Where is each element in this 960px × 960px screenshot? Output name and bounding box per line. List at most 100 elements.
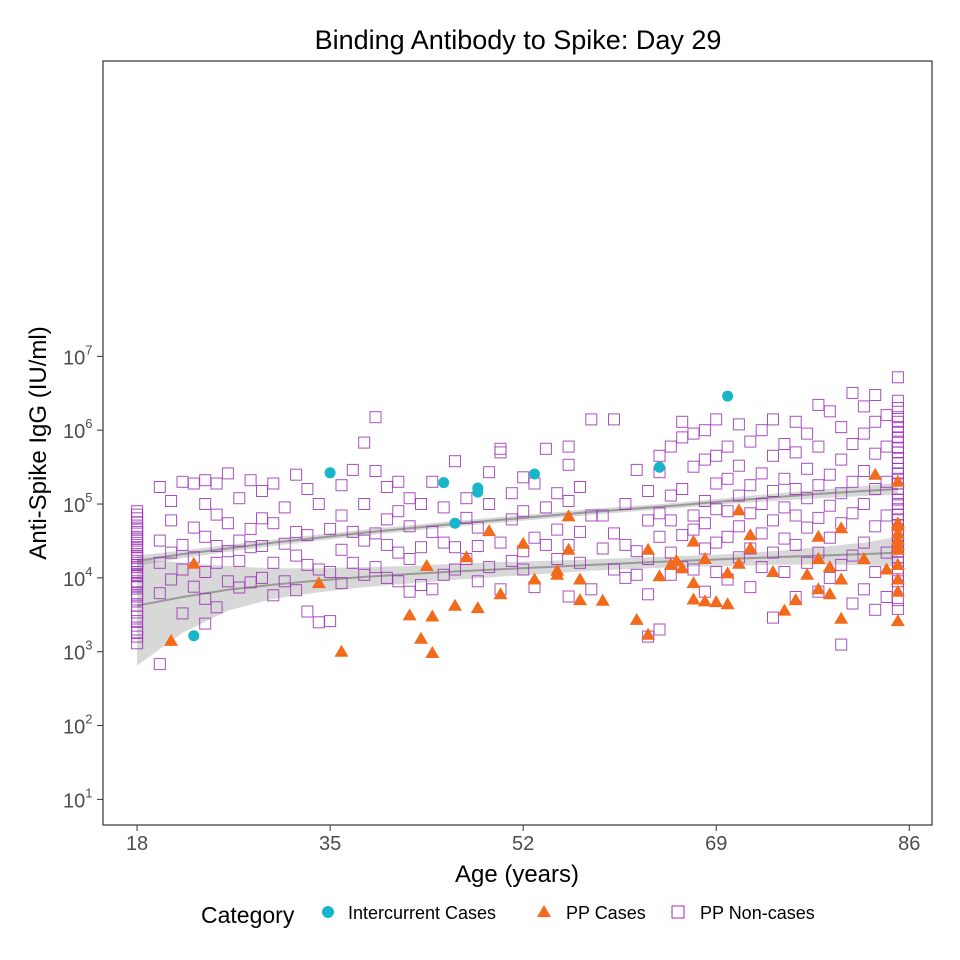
pp-noncase-point bbox=[823, 405, 836, 418]
pp-case-point bbox=[311, 576, 326, 589]
pp-case-point bbox=[890, 584, 905, 597]
pp-noncase-point bbox=[267, 556, 280, 569]
pp-case-point bbox=[425, 646, 440, 658]
pp-noncase-point bbox=[244, 474, 257, 487]
pp-noncase-point bbox=[891, 402, 904, 414]
pp-noncase-point bbox=[483, 498, 496, 510]
pp-case-point bbox=[834, 611, 849, 624]
x-tick-label: 35 bbox=[319, 833, 341, 855]
pp-case-point bbox=[419, 559, 434, 571]
intercurrent-case-point bbox=[472, 486, 484, 498]
x-tick-label: 69 bbox=[705, 833, 727, 855]
pp-noncase-point bbox=[857, 536, 870, 549]
pp-noncase-point bbox=[165, 514, 178, 527]
pp-noncase-point bbox=[131, 637, 144, 650]
y-tick-label: 102 bbox=[63, 712, 92, 739]
pp-noncase-point bbox=[891, 394, 904, 407]
pp-case-point bbox=[334, 644, 349, 657]
confidence-band-1 bbox=[137, 536, 898, 666]
pp-noncase-point bbox=[335, 509, 348, 522]
pp-case-point bbox=[879, 562, 894, 575]
pp-noncase-point bbox=[835, 421, 848, 434]
pp-noncase-point bbox=[755, 561, 768, 574]
pp-noncase-point bbox=[369, 411, 382, 424]
pp-case-point bbox=[414, 631, 428, 644]
pp-noncase-point bbox=[131, 523, 144, 536]
pp-noncase-point bbox=[630, 463, 643, 476]
pp-noncase-point bbox=[710, 566, 723, 578]
pp-noncase-point bbox=[789, 538, 802, 551]
pp-noncase-point bbox=[744, 581, 757, 594]
pp-noncase-point bbox=[846, 438, 859, 450]
pp-noncase-point bbox=[869, 520, 882, 533]
legend-key-pp-noncases bbox=[671, 905, 685, 919]
pp-noncase-point bbox=[812, 479, 825, 492]
pp-noncase-point bbox=[460, 492, 473, 505]
pp-case-point bbox=[731, 556, 746, 569]
pp-noncase-point bbox=[574, 481, 586, 493]
y-tick-label: 105 bbox=[63, 490, 92, 517]
pp-noncase-point bbox=[812, 398, 825, 411]
pp-noncase-point bbox=[131, 532, 144, 545]
pp-noncase-point bbox=[869, 603, 882, 616]
pp-noncase-point bbox=[778, 501, 791, 514]
intercurrent-case-point bbox=[654, 461, 665, 473]
pp-noncase-point bbox=[324, 522, 337, 535]
pp-case-point bbox=[402, 608, 417, 621]
pp-noncase-point bbox=[233, 492, 246, 505]
pp-noncase-point bbox=[835, 558, 848, 571]
pp-noncase-point bbox=[369, 561, 382, 574]
pp-noncase-point bbox=[199, 617, 212, 630]
pp-noncase-point bbox=[835, 487, 848, 500]
pp-noncase-point bbox=[301, 529, 314, 542]
pp-case-point bbox=[448, 598, 462, 611]
x-tick-label: 52 bbox=[512, 833, 534, 855]
pp-noncase-point bbox=[642, 485, 655, 497]
pp-noncase-point bbox=[653, 449, 666, 462]
pp-noncase-point bbox=[403, 553, 416, 565]
pp-case-point bbox=[811, 552, 826, 564]
legend: Category Intercurrent Cases PP Cases PP … bbox=[201, 902, 815, 928]
intercurrent-case-point bbox=[188, 630, 200, 642]
pp-noncase-point bbox=[562, 458, 575, 471]
pp-case-point bbox=[890, 614, 905, 627]
pp-noncase-point bbox=[778, 438, 791, 450]
pp-noncase-point bbox=[767, 611, 779, 624]
x-axis: 18 35 52 69 86 bbox=[126, 825, 920, 855]
pp-noncase-point bbox=[789, 446, 802, 459]
pp-noncase-point bbox=[312, 498, 325, 510]
smooth-lines bbox=[136, 488, 898, 607]
pp-case-point bbox=[482, 524, 497, 537]
pp-noncase-point bbox=[483, 561, 496, 574]
pp-noncase-point bbox=[551, 487, 564, 500]
pp-noncase-point bbox=[574, 556, 586, 569]
pp-noncase-point bbox=[392, 575, 405, 588]
pp-noncase-point bbox=[891, 371, 904, 384]
pp-case-point bbox=[822, 587, 837, 600]
pp-noncase-point bbox=[426, 583, 439, 596]
pp-noncase-point bbox=[131, 505, 144, 518]
pp-noncase-point bbox=[346, 463, 359, 476]
pp-noncase-point bbox=[755, 467, 768, 480]
pp-noncase-point bbox=[619, 538, 632, 551]
pp-noncase-point bbox=[642, 514, 655, 527]
pp-noncase-point bbox=[494, 442, 507, 455]
pp-case-point bbox=[811, 582, 826, 595]
pp-noncase-point bbox=[732, 418, 745, 431]
pp-case-point bbox=[652, 569, 667, 582]
pp-noncase-point bbox=[358, 534, 371, 547]
pp-noncase-point bbox=[619, 498, 632, 510]
pp-noncase-point bbox=[187, 580, 200, 593]
pp-noncase-point bbox=[778, 566, 791, 578]
pp-noncase-point bbox=[131, 577, 144, 590]
pp-case-point bbox=[834, 572, 849, 585]
pp-noncase-point bbox=[801, 427, 814, 440]
y-tick-label: 103 bbox=[63, 638, 92, 665]
pp-noncase-point bbox=[358, 498, 371, 510]
pp-case-point bbox=[470, 601, 485, 614]
pp-noncase-point bbox=[710, 413, 723, 426]
pp-noncase-point bbox=[131, 568, 144, 581]
pp-noncase-point bbox=[835, 638, 848, 651]
y-tick-label: 101 bbox=[63, 785, 92, 812]
